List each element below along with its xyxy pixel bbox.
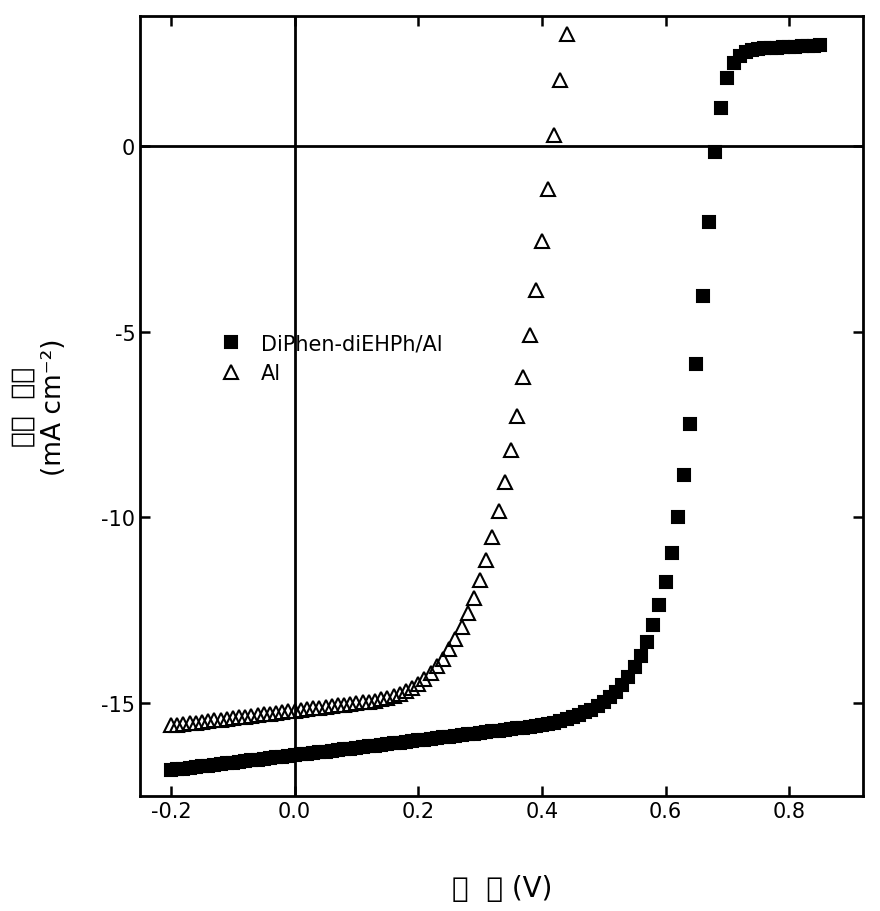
DiPhen-diEHPh/Al [165,764,176,775]
Al [568,0,578,4]
DiPhen-diEHPh/Al [815,41,825,52]
Al [178,719,188,730]
DiPhen-diEHPh/Al [611,687,621,698]
Line: DiPhen-diEHPh/Al: DiPhen-diEHPh/Al [165,40,826,776]
Al [222,713,232,724]
Al [419,674,429,685]
Line: Al: Al [164,0,703,732]
DiPhen-diEHPh/Al [549,717,560,728]
DiPhen-diEHPh/Al [543,719,554,730]
Text: 电  压 (V): 电 压 (V) [451,875,552,902]
Legend: DiPhen-diEHPh/Al, Al: DiPhen-diEHPh/Al, Al [209,323,452,394]
DiPhen-diEHPh/Al [586,704,597,715]
Text: 电流  密度
(mA cm⁻²): 电流 密度 (mA cm⁻²) [11,338,67,476]
DiPhen-diEHPh/Al [729,58,739,69]
DiPhen-diEHPh/Al [184,763,194,773]
Al [190,717,201,728]
Al [165,721,176,732]
